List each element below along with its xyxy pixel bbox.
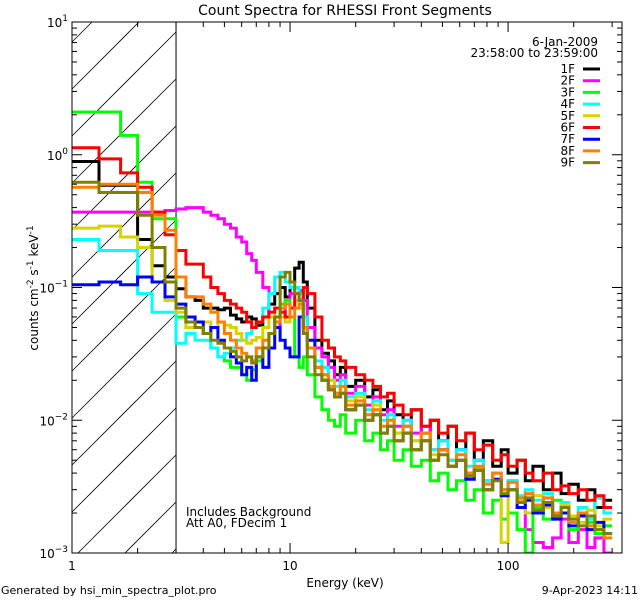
hatch-line [71, 78, 177, 184]
hatch-line [71, 360, 177, 466]
y-tick-label: 100 [47, 147, 68, 163]
series-3F [72, 110, 613, 553]
time-range-label: 23:58:00 to 23:59:00 [471, 46, 598, 60]
annotation-attenuator: Att A0, FDecim 1 [186, 516, 287, 530]
legend-label-2F: 2F [560, 74, 575, 88]
hatch-line [71, 219, 177, 325]
annotation-background: Includes Background [186, 505, 311, 519]
series-6F [72, 146, 613, 509]
series-7F [72, 275, 613, 536]
x-tick-label: 10 [282, 559, 297, 573]
hatch-line [124, 501, 177, 554]
legend-label-3F: 3F [560, 85, 575, 99]
hatch-line [71, 313, 177, 419]
x-tick-label: 1 [68, 559, 76, 573]
chart-title: Count Spectra for RHESSI Front Segments [198, 3, 492, 19]
date-label: 6-Jan-2009 [532, 35, 598, 49]
footer-timestamp: 9-Apr-2023 14:11 [542, 584, 638, 597]
y-tick-label: 10−1 [39, 280, 68, 296]
legend-label-7F: 7F [560, 132, 575, 146]
y-tick-label: 10−2 [39, 412, 68, 428]
hatch-line [71, 172, 177, 278]
legend-label-5F: 5F [560, 109, 575, 123]
hatch-line [71, 266, 177, 372]
x-tick-label: 100 [497, 559, 520, 573]
hatch-line [71, 21, 93, 43]
hatch-line [71, 31, 177, 137]
axes: 1 10 100 10−3 10−2 10−1 100 101 [39, 14, 623, 573]
legend-label-1F: 1F [560, 62, 575, 76]
series-group [72, 110, 613, 553]
plot-frame [71, 21, 623, 554]
series-4F [72, 238, 613, 521]
y-tick-label: 10−3 [39, 545, 68, 561]
series-9F [72, 180, 613, 536]
hatch-line [71, 21, 140, 90]
y-tick-label: 101 [47, 14, 68, 30]
footer-generated-by: Generated by hsi_min_spectra_plot.pro [1, 584, 217, 597]
y-axis-label: counts cm-2 s-1 keV-1 [26, 225, 41, 350]
excluded-energy-hatch [71, 21, 177, 554]
legend-label-8F: 8F [560, 144, 575, 158]
hatch-line [71, 407, 177, 513]
legend-label-4F: 4F [560, 97, 575, 111]
legend-label-6F: 6F [560, 121, 575, 135]
hatch-line [77, 454, 177, 554]
hatch-line [171, 548, 177, 554]
x-axis-label: Energy (keV) [306, 576, 383, 590]
legend-label-9F: 9F [560, 156, 575, 170]
